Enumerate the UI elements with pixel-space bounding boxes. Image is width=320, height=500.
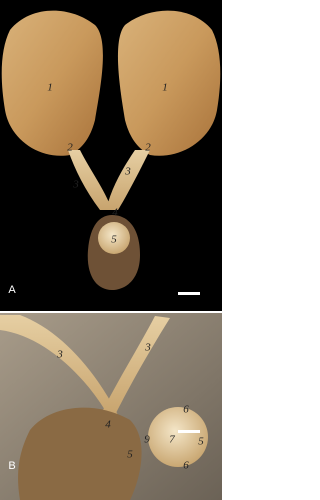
annotation: 9	[144, 434, 150, 446]
annotation: 3	[56, 349, 63, 361]
annotation: 6	[183, 404, 189, 416]
organ-right	[117, 10, 221, 156]
scale-bar	[178, 430, 200, 433]
figure: 1 1 2 2 3 3 4 5 A 3 3 4 9 7 5 6 5 6 B	[0, 0, 222, 500]
annotation: 1	[47, 82, 53, 94]
annotation: 7	[169, 434, 175, 446]
annotation: 5	[198, 436, 204, 448]
sphere	[98, 222, 130, 254]
panel-a: 1 1 2 2 3 3 4 5 A	[0, 0, 222, 311]
annotation: 4	[105, 419, 111, 431]
annotation: 3	[144, 342, 151, 354]
annotation: 2	[145, 142, 151, 154]
sphere	[148, 407, 208, 467]
annotation: 6	[183, 460, 189, 472]
duct-right	[102, 316, 170, 415]
base-tissue	[18, 407, 142, 500]
annotation: 3	[124, 166, 131, 178]
annotation: 2	[67, 142, 73, 154]
panel-label: B	[8, 460, 15, 472]
scale-bar	[178, 292, 200, 295]
panel-b: 3 3 4 9 7 5 6 5 6 B	[0, 313, 222, 500]
annotation: 1	[162, 82, 168, 94]
annotation: 5	[127, 449, 133, 461]
duct-left	[68, 150, 112, 210]
annotation: 3	[72, 179, 79, 191]
annotation: 5	[111, 234, 117, 246]
annotation: 4	[112, 207, 118, 219]
organ-left	[1, 10, 103, 156]
duct-right	[106, 150, 150, 210]
panel-label: A	[8, 284, 16, 296]
